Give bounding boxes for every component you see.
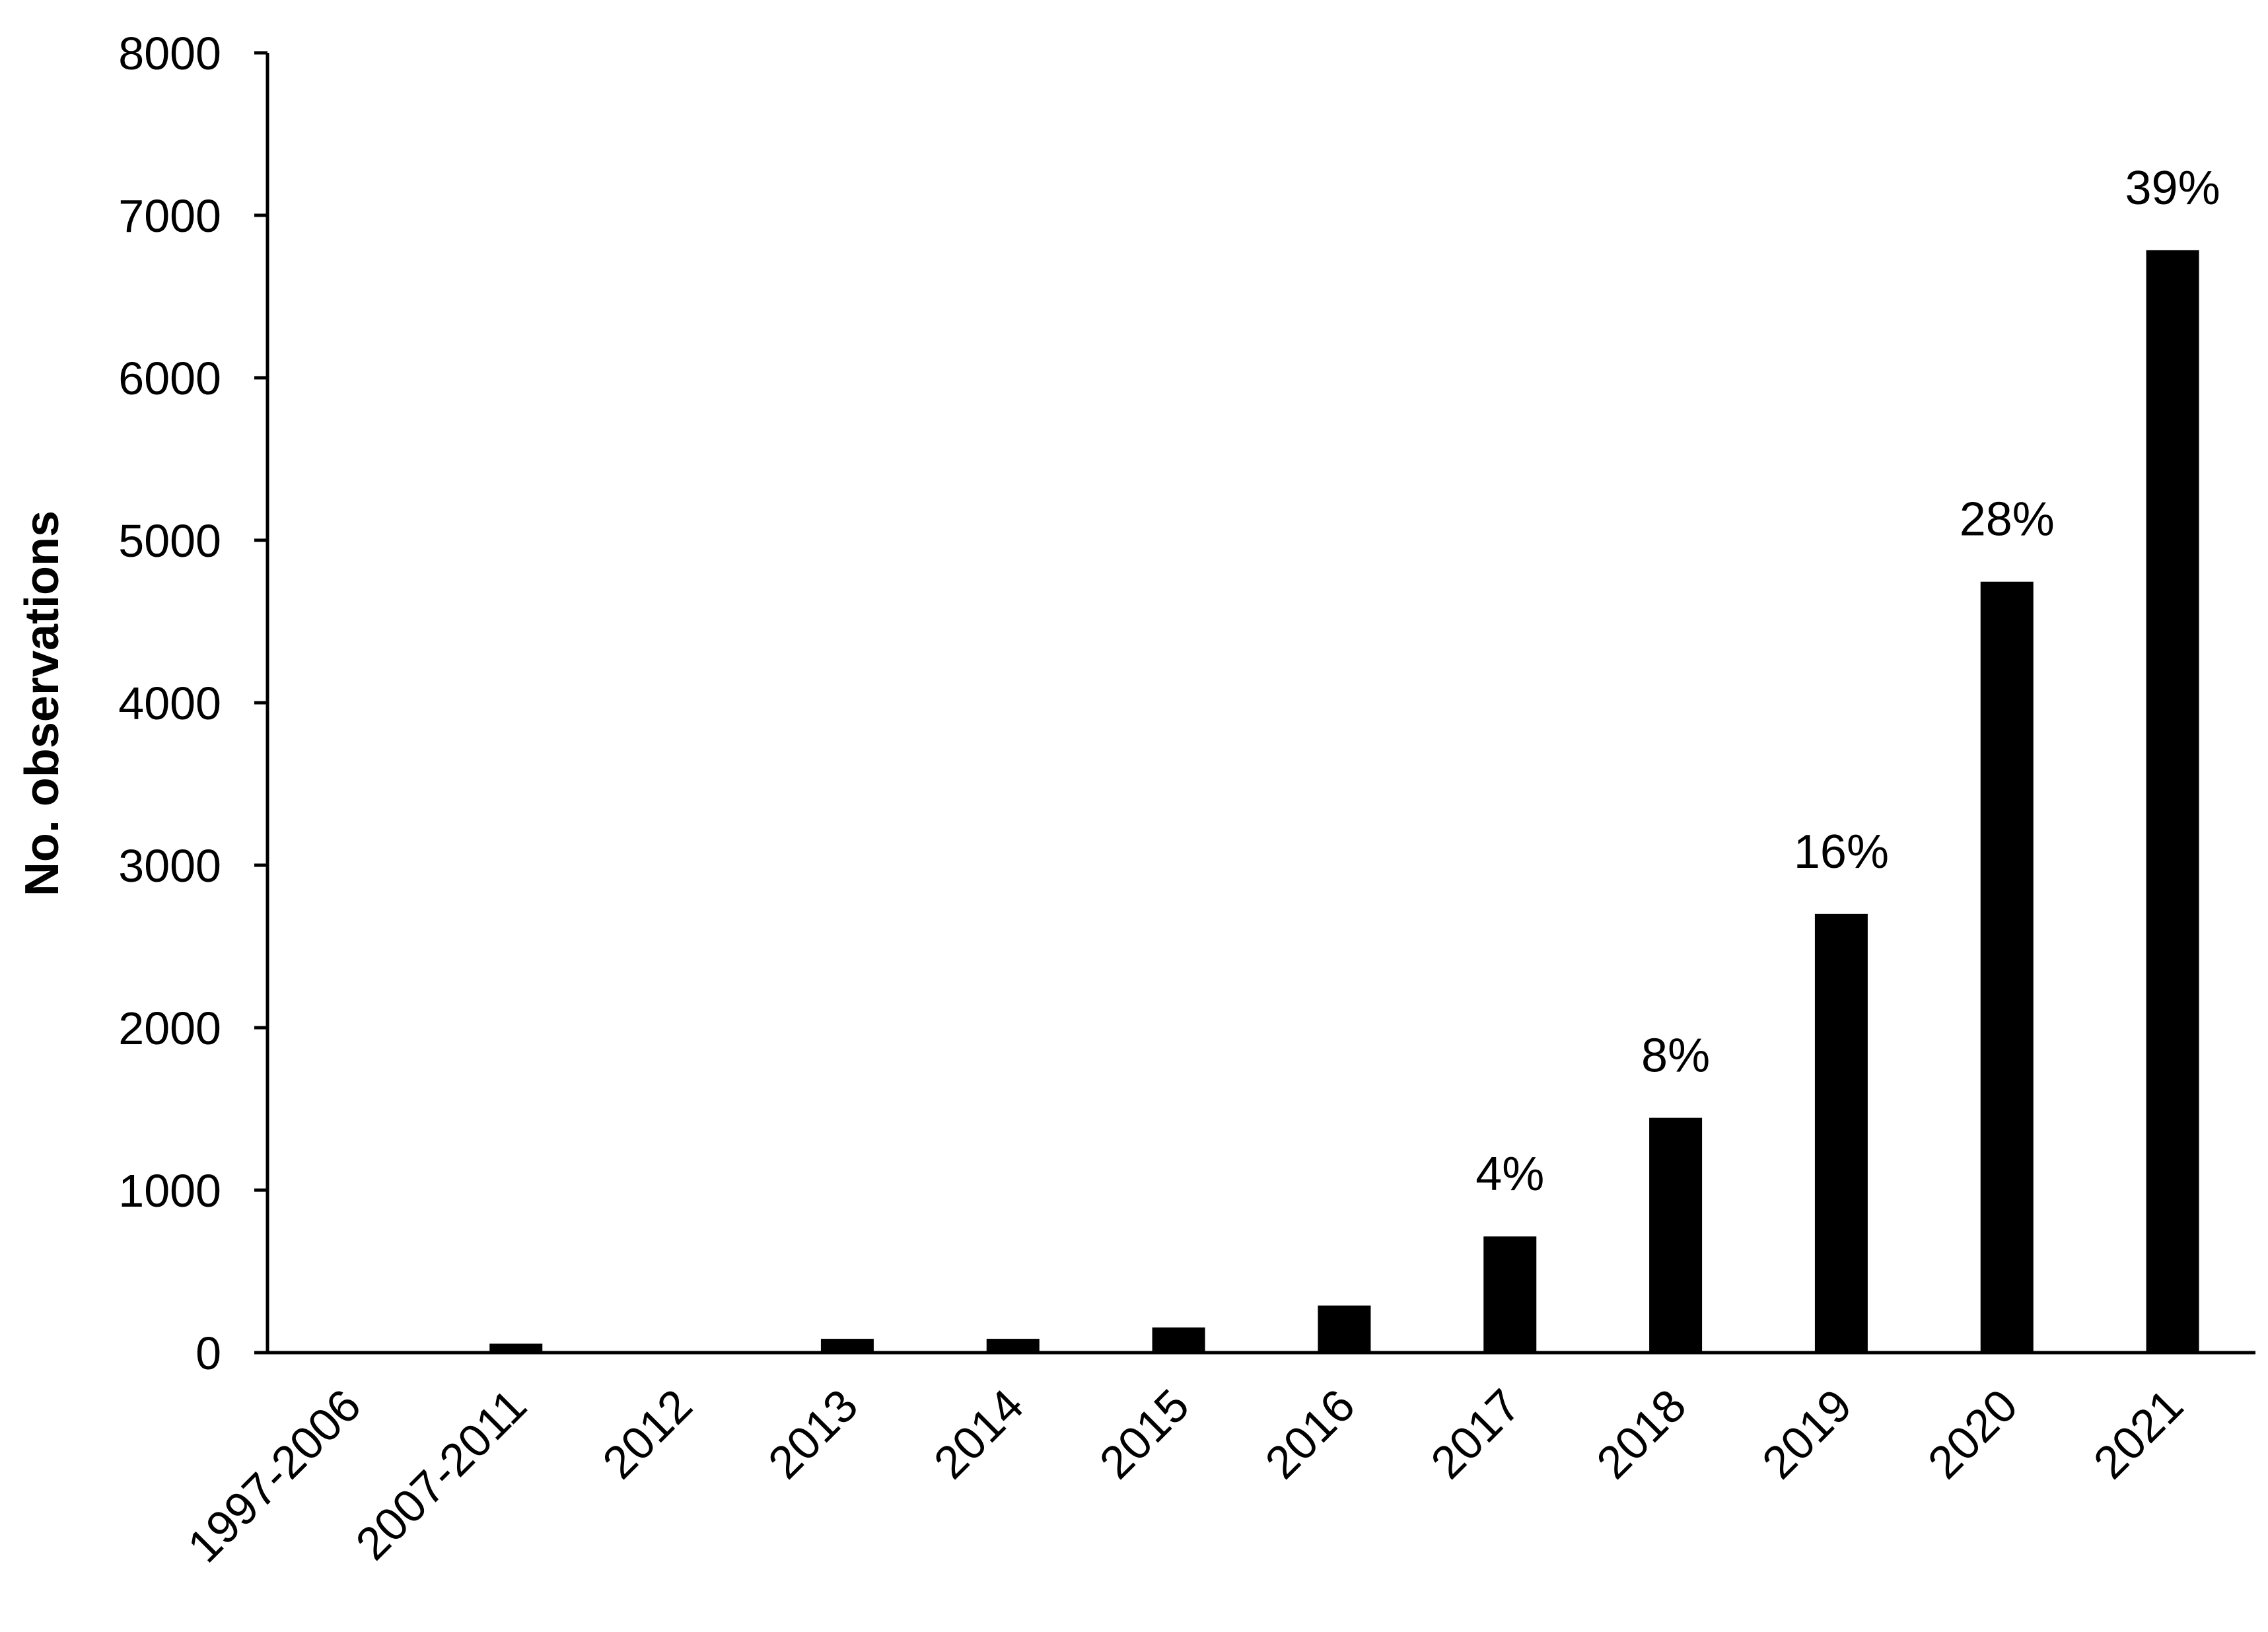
y-axis: 0 1000 2000 3000 4000 5000 6000 7000 8000 bbox=[118, 28, 269, 1379]
x-tick-label: 2014 bbox=[924, 1379, 1033, 1488]
y-tick-label: 0 bbox=[195, 1328, 221, 1379]
data-labels: 4% 8% 16% 28% 39% bbox=[1475, 162, 2220, 1201]
y-tick-label: 8000 bbox=[118, 28, 221, 79]
data-label-2019: 16% bbox=[1794, 826, 1889, 878]
bar-2019 bbox=[1814, 913, 1868, 1353]
y-tick-label: 6000 bbox=[118, 353, 221, 404]
data-label-2021: 39% bbox=[2125, 162, 2220, 215]
bar-2012 bbox=[655, 1351, 709, 1353]
y-tick-label: 1000 bbox=[118, 1165, 221, 1217]
x-tick-label: 2017 bbox=[1421, 1379, 1530, 1488]
y-tick-label: 4000 bbox=[118, 678, 221, 729]
x-tick-label: 2012 bbox=[592, 1379, 701, 1488]
bar-2021 bbox=[2146, 250, 2199, 1353]
x-tick-label: 2013 bbox=[758, 1379, 867, 1488]
y-tick-label: 3000 bbox=[118, 840, 221, 892]
bar-2007-2011 bbox=[489, 1343, 543, 1353]
bar-2020 bbox=[1980, 581, 2034, 1353]
y-tick-label: 2000 bbox=[118, 1003, 221, 1054]
bars bbox=[324, 250, 2199, 1353]
x-tick-label: 1997-2006 bbox=[178, 1379, 371, 1572]
x-tick-label: 2016 bbox=[1256, 1379, 1364, 1488]
bar-1997-2006 bbox=[324, 1351, 377, 1353]
bar-2013 bbox=[820, 1339, 874, 1353]
y-tick-label: 5000 bbox=[118, 515, 221, 567]
y-axis-title: No. observations bbox=[16, 511, 69, 896]
data-label-2018: 8% bbox=[1641, 1030, 1710, 1082]
bar-2016 bbox=[1318, 1305, 1371, 1353]
x-tick-label: 2021 bbox=[2084, 1379, 2193, 1488]
bar-2018 bbox=[1649, 1118, 1703, 1353]
bar-2017 bbox=[1483, 1236, 1537, 1353]
bar-2014 bbox=[986, 1339, 1040, 1353]
x-tick-label: 2018 bbox=[1586, 1379, 1695, 1488]
x-tick-label: 2015 bbox=[1090, 1379, 1199, 1488]
x-tick-label: 2019 bbox=[1752, 1379, 1861, 1488]
data-label-2017: 4% bbox=[1475, 1148, 1544, 1201]
y-tick-label: 7000 bbox=[118, 190, 221, 242]
x-tick-label: 2007-2011 bbox=[346, 1379, 536, 1569]
data-label-2020: 28% bbox=[1960, 493, 2055, 546]
bar-2015 bbox=[1152, 1327, 1205, 1353]
x-tick-label: 2020 bbox=[1918, 1379, 2027, 1488]
